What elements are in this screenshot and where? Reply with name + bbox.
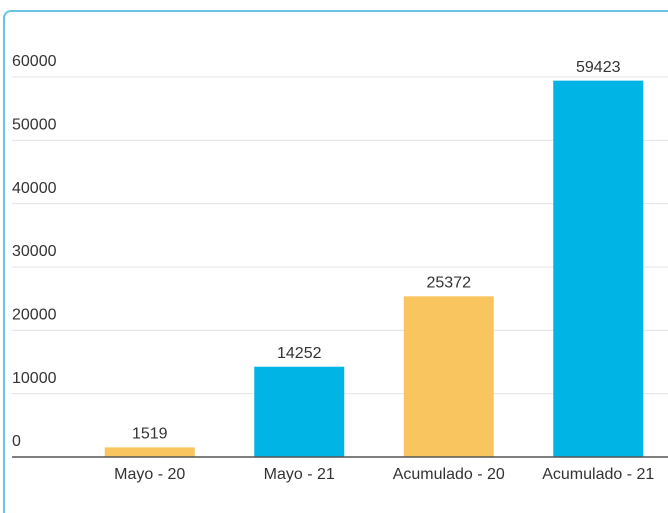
data-label: 25372: [427, 275, 472, 292]
bar: [553, 80, 644, 458]
y-tick-label: 0: [12, 433, 21, 450]
data-label: 14252: [277, 345, 322, 362]
x-tick-label: Mayo - 21: [263, 466, 335, 483]
data-label: 59423: [576, 59, 621, 76]
y-tick-label: 50000: [12, 117, 57, 134]
y-tick-label: 30000: [12, 243, 57, 260]
bar: [104, 447, 195, 457]
y-tick-label: 10000: [12, 370, 57, 387]
bar: [254, 366, 345, 457]
bar: [403, 296, 494, 457]
x-tick-label: Mayo - 20: [114, 466, 186, 483]
card-frame: [3, 10, 668, 513]
data-label: 1519: [132, 426, 168, 443]
y-tick-label: 60000: [12, 53, 57, 70]
y-tick-label: 20000: [12, 307, 57, 324]
x-tick-label: Acumulado - 21: [542, 466, 655, 483]
y-tick-label: 40000: [12, 180, 57, 197]
x-tick-label: Acumulado - 20: [392, 466, 505, 483]
